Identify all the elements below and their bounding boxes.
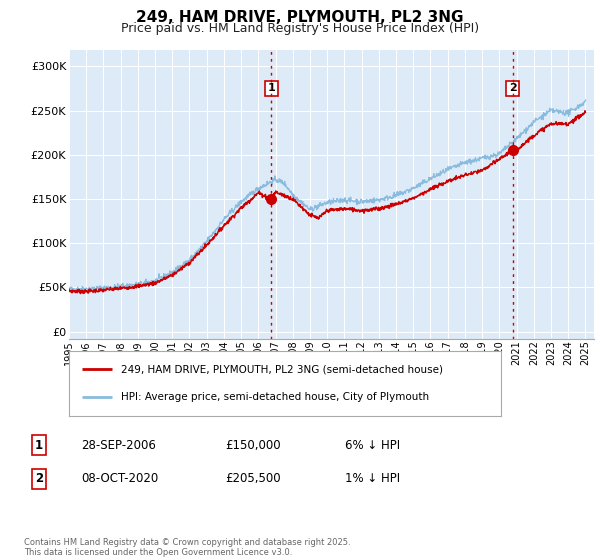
Text: 249, HAM DRIVE, PLYMOUTH, PL2 3NG: 249, HAM DRIVE, PLYMOUTH, PL2 3NG [136,10,464,25]
Text: £150,000: £150,000 [225,438,281,452]
Text: 2: 2 [509,83,517,94]
Text: Price paid vs. HM Land Registry's House Price Index (HPI): Price paid vs. HM Land Registry's House … [121,22,479,35]
Text: 1% ↓ HPI: 1% ↓ HPI [345,472,400,486]
Text: 1: 1 [35,438,43,452]
Text: £205,500: £205,500 [225,472,281,486]
Text: 249, HAM DRIVE, PLYMOUTH, PL2 3NG (semi-detached house): 249, HAM DRIVE, PLYMOUTH, PL2 3NG (semi-… [121,364,443,374]
Text: 08-OCT-2020: 08-OCT-2020 [81,472,158,486]
Text: HPI: Average price, semi-detached house, City of Plymouth: HPI: Average price, semi-detached house,… [121,393,429,403]
Text: Contains HM Land Registry data © Crown copyright and database right 2025.
This d: Contains HM Land Registry data © Crown c… [24,538,350,557]
Text: 6% ↓ HPI: 6% ↓ HPI [345,438,400,452]
Text: 28-SEP-2006: 28-SEP-2006 [81,438,156,452]
Text: 2: 2 [35,472,43,486]
Text: 1: 1 [268,83,275,94]
